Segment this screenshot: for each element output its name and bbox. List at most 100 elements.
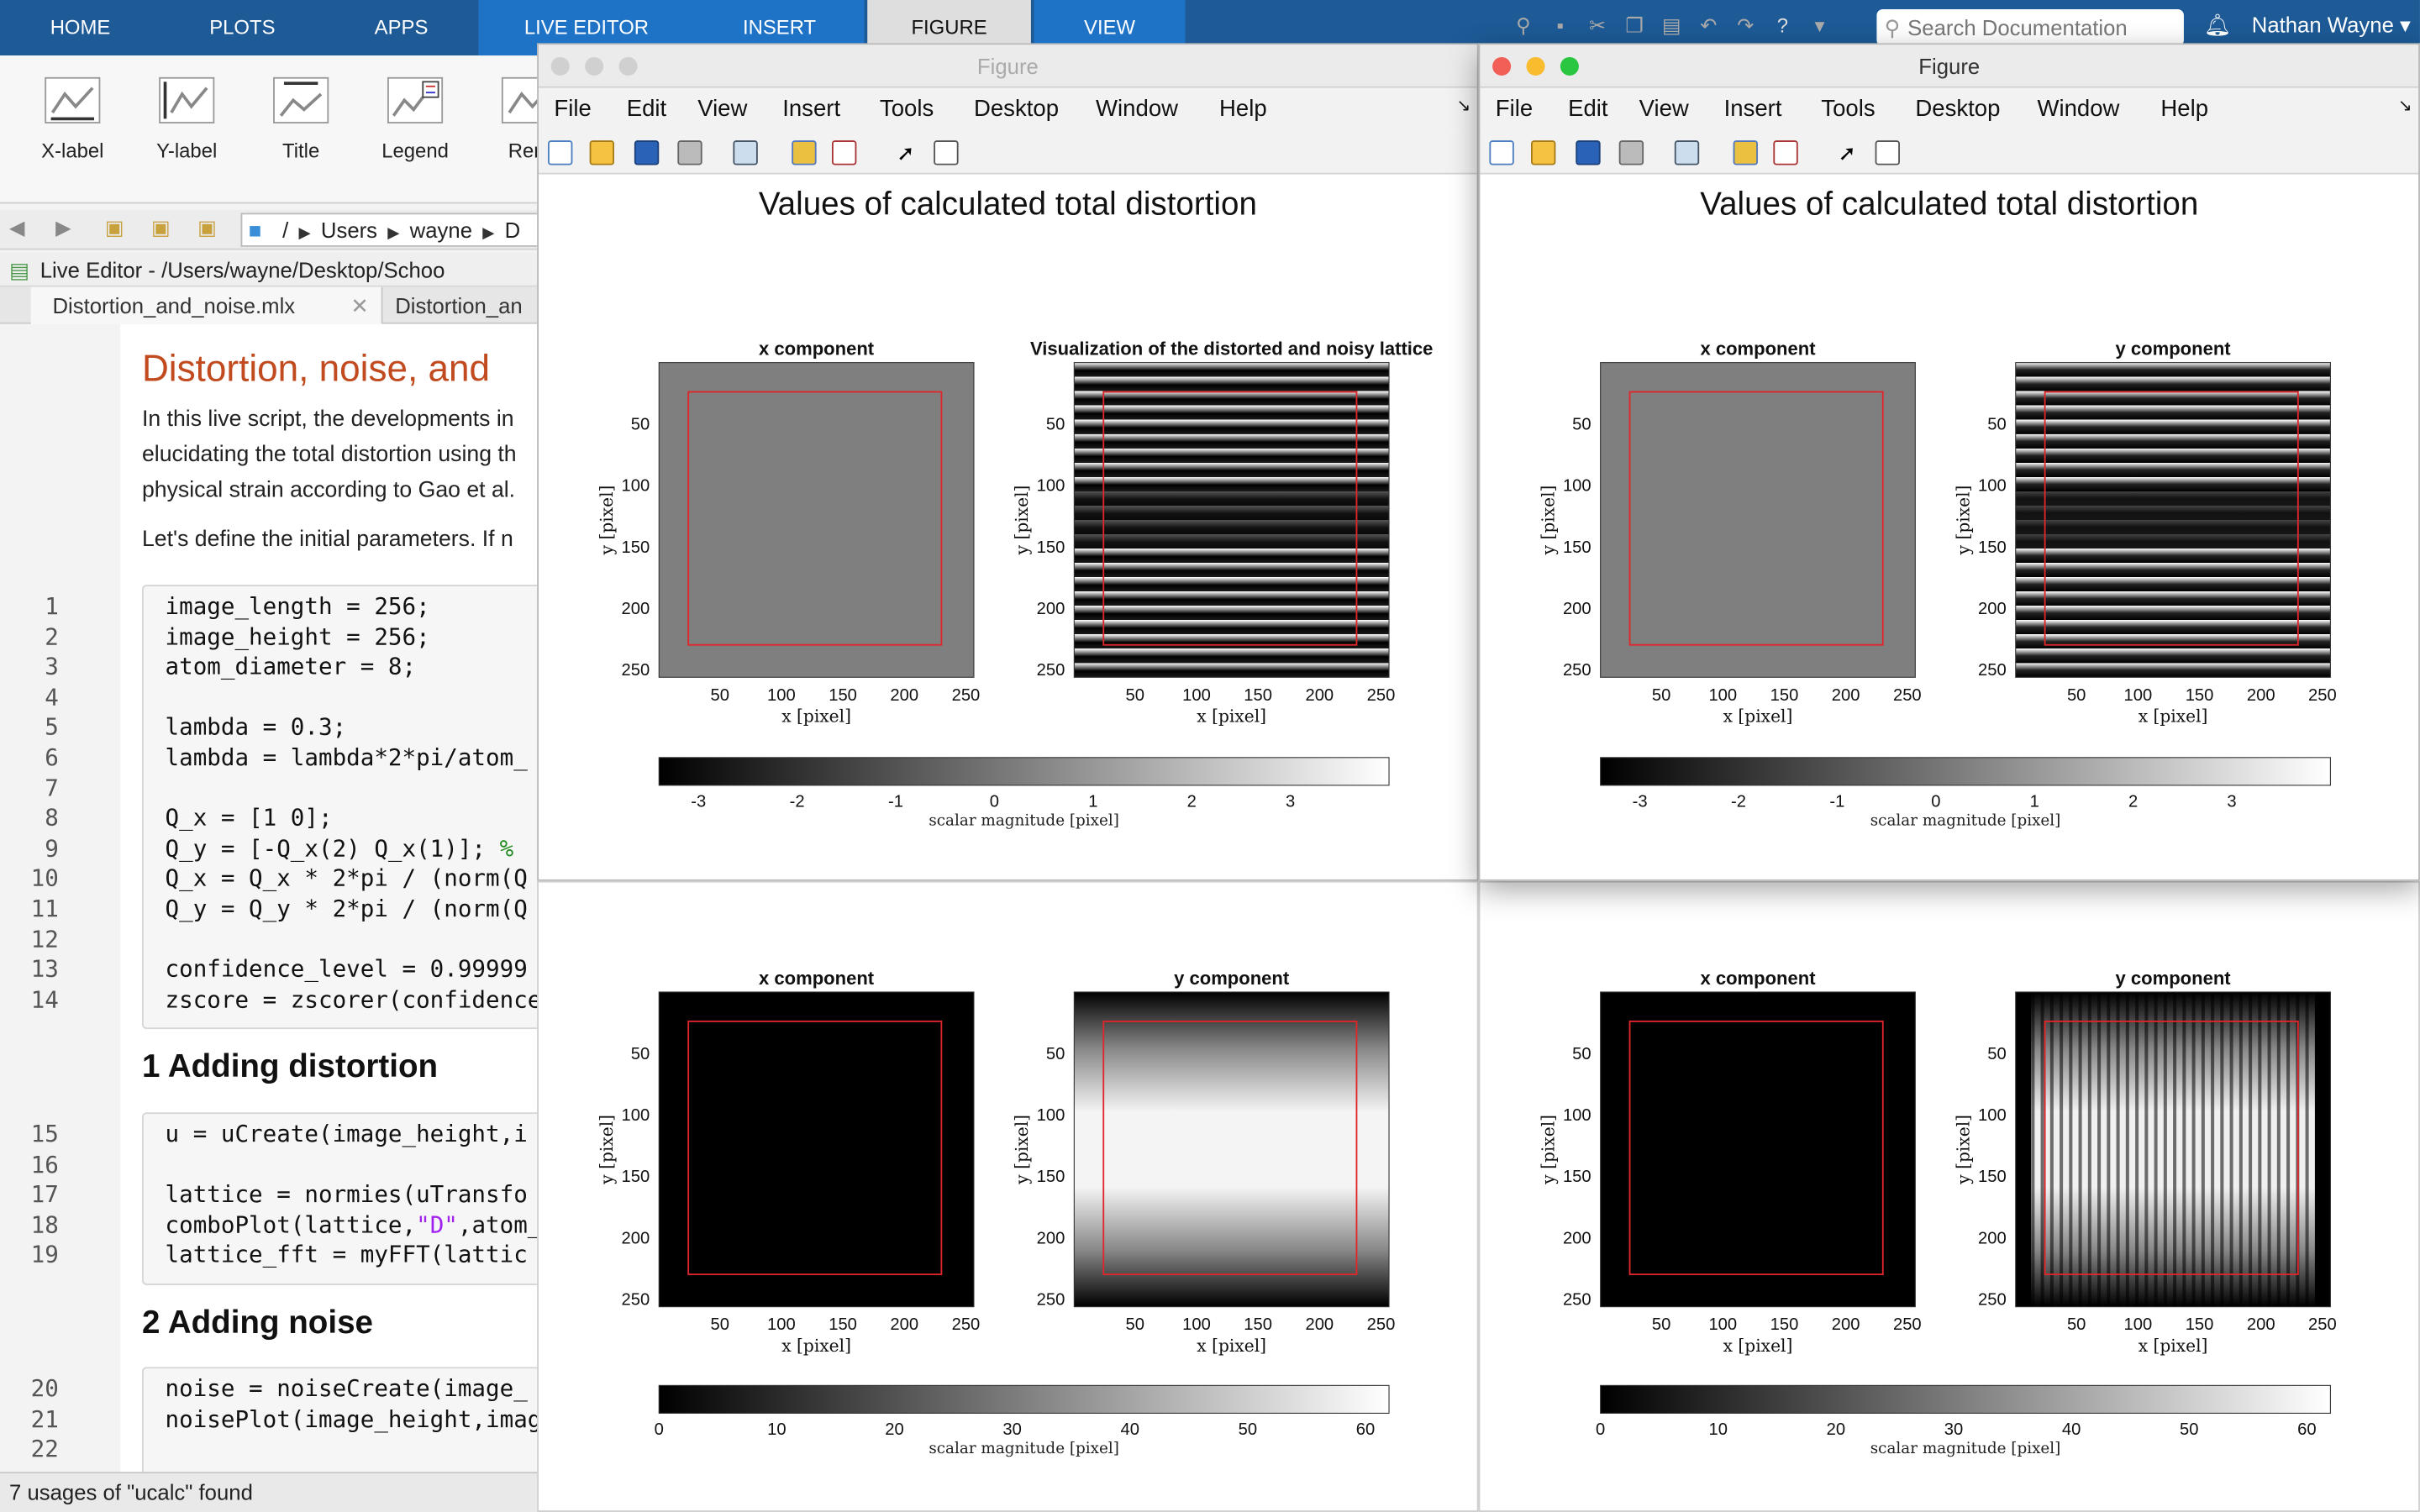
close-icon[interactable]: ✕ xyxy=(350,292,369,318)
forward-arrow-icon[interactable]: ▶ xyxy=(55,216,71,239)
open-file-icon[interactable] xyxy=(1531,140,1556,165)
path-d[interactable]: D xyxy=(504,217,521,243)
ylabel-button[interactable]: Y-label xyxy=(139,71,234,162)
zoom-window-icon[interactable] xyxy=(1560,56,1579,76)
figure-canvas[interactable]: x component5050100100150150200200250250x… xyxy=(1480,883,2418,1511)
up-folder-icon[interactable]: ▣ xyxy=(104,216,124,239)
menu-window[interactable]: Window xyxy=(2037,95,2120,123)
intro-paragraph-line[interactable]: In this live script, the developments in xyxy=(141,407,514,433)
path-wayne[interactable]: wayne xyxy=(409,217,473,243)
close-window-icon[interactable] xyxy=(1492,56,1512,76)
search-documentation-input[interactable]: ⚲ Search Documentation xyxy=(1876,9,2184,47)
file-tab-active[interactable]: Distortion_and_noise.mlx ✕ xyxy=(30,286,383,324)
intro-paragraph-line[interactable]: elucidating the total distortion using t… xyxy=(141,443,517,468)
code-line[interactable]: u = uCreate(image_height,i xyxy=(165,1120,528,1148)
colorbar-icon[interactable] xyxy=(792,140,817,165)
property-editor-icon[interactable] xyxy=(934,140,959,165)
dock-arrow-icon[interactable]: ↘ xyxy=(2397,97,2412,116)
copy-icon[interactable]: ❐ xyxy=(1625,13,1644,38)
code-line[interactable]: Q_x = Q_x * 2*pi / (norm(Q xyxy=(165,864,528,893)
open-file-icon[interactable] xyxy=(589,140,615,165)
browse-folder-icon[interactable]: ▣ xyxy=(150,216,171,239)
figure-window-lower-2[interactable]: x component 50 50 100 100 150 150 200 200 250 250 x… xyxy=(1478,880,2420,1512)
legend-button[interactable]: Legend xyxy=(367,71,463,162)
code-line[interactable]: Q_x = [1 0]; xyxy=(165,804,333,832)
tab-home[interactable]: HOME xyxy=(50,15,111,39)
menu-help[interactable]: Help xyxy=(2160,95,2209,123)
user-menu[interactable]: Nathan Wayne ▾ xyxy=(2251,12,2411,38)
path-input[interactable]: ■ / ▶ Users ▶ wayne ▶ D xyxy=(240,213,550,247)
file-tab-2[interactable]: Distortion_an xyxy=(383,287,553,324)
code-block-distortion[interactable] xyxy=(141,1112,559,1285)
code-line[interactable]: lambda = 0.3; xyxy=(165,713,347,742)
figure-window-lower-1[interactable]: x component 50 50 100 100 150 150 200 200 250 250 x… xyxy=(537,880,1479,1512)
legend-icon[interactable] xyxy=(831,140,857,165)
figure-canvas[interactable]: Values of calculated total distortion x c… xyxy=(539,175,1477,881)
redo-icon[interactable]: ↷ xyxy=(1737,13,1754,38)
save-icon[interactable] xyxy=(634,140,660,165)
title-button[interactable]: Title xyxy=(253,71,349,162)
pointer-icon[interactable]: ➚ xyxy=(1838,140,1857,165)
intro-paragraph-2[interactable]: Let's define the initial parameters. If … xyxy=(141,528,513,553)
code-line[interactable]: noise = noiseCreate(image_ xyxy=(165,1374,528,1403)
paste-icon[interactable]: ▤ xyxy=(1661,13,1681,38)
menu-tools[interactable]: Tools xyxy=(879,95,934,123)
code-line[interactable]: comboPlot(lattice,"D",atom_ xyxy=(165,1210,542,1239)
live-editor-content[interactable]: Distortion, noise, and In this live scrip… xyxy=(0,323,559,1480)
save-icon[interactable]: ▪ xyxy=(1556,13,1565,38)
figure-title-bar[interactable]: Figure xyxy=(1480,45,2419,88)
link-plot-icon[interactable] xyxy=(1674,140,1700,165)
find-folder-icon[interactable]: ▣ xyxy=(197,216,217,239)
code-line[interactable]: image_length = 256; xyxy=(165,592,430,621)
xlabel-button[interactable]: X-label xyxy=(24,71,120,162)
menu-file[interactable]: File xyxy=(554,95,592,123)
code-line[interactable]: image_height = 256; xyxy=(165,622,430,651)
code-line[interactable]: lattice_fft = myFFT(lattic xyxy=(165,1241,528,1269)
menu-insert[interactable]: Insert xyxy=(782,95,841,123)
minimize-window-icon[interactable] xyxy=(585,56,604,76)
menu-help[interactable]: Help xyxy=(1218,95,1267,123)
menu-desktop[interactable]: Desktop xyxy=(1915,95,2001,123)
code-line[interactable]: Q_y = Q_y * 2*pi / (norm(Q xyxy=(165,895,528,923)
code-block-noise[interactable] xyxy=(141,1367,559,1480)
code-line[interactable]: atom_diameter = 8; xyxy=(165,653,417,681)
chevron-down-icon[interactable]: ▾ xyxy=(1814,13,1825,38)
path-users[interactable]: Users xyxy=(320,217,378,243)
figure-window-2[interactable]: Figure File Edit View Insert Tools Desktop Wind… xyxy=(1478,43,2420,881)
menu-tools[interactable]: Tools xyxy=(1821,95,1876,123)
section-heading-distortion[interactable]: 1 Adding distortion xyxy=(141,1048,439,1085)
figure-canvas[interactable]: x component5050100100150150200200250250x… xyxy=(539,883,1477,1511)
save-icon[interactable] xyxy=(1576,140,1601,165)
minimize-window-icon[interactable] xyxy=(1526,56,1545,76)
print-icon[interactable] xyxy=(677,140,702,165)
code-line[interactable]: lambda = lambda*2*pi/atom_ xyxy=(165,743,528,772)
figure-canvas[interactable]: Values of calculated total distortion x c… xyxy=(1480,175,2418,881)
script-title[interactable]: Distortion, noise, and xyxy=(141,349,491,391)
menu-view[interactable]: View xyxy=(1639,95,1689,123)
menu-insert[interactable]: Insert xyxy=(1723,95,1782,123)
dock-arrow-icon[interactable]: ↘ xyxy=(1456,97,1471,116)
pointer-icon[interactable]: ➚ xyxy=(897,140,915,165)
tab-apps[interactable]: APPS xyxy=(374,15,429,39)
search-icon[interactable]: ⚲ xyxy=(1516,13,1531,38)
code-line[interactable]: lattice = normies(uTransfo xyxy=(165,1180,528,1209)
property-editor-icon[interactable] xyxy=(1875,140,1900,165)
help-icon[interactable]: ? xyxy=(1776,13,1789,38)
zoom-window-icon[interactable] xyxy=(618,56,638,76)
cut-icon[interactable]: ✂ xyxy=(1588,13,1607,38)
figure-window-1[interactable]: Figure File Edit View Insert Tools Desktop Wind… xyxy=(537,43,1479,881)
new-figure-icon[interactable] xyxy=(1489,140,1514,165)
intro-paragraph-line[interactable]: physical strain according to Gao et al. xyxy=(141,478,516,503)
menu-view[interactable]: View xyxy=(697,95,748,123)
new-figure-icon[interactable] xyxy=(548,140,573,165)
close-window-icon[interactable] xyxy=(550,56,570,76)
menu-window[interactable]: Window xyxy=(1096,95,1179,123)
legend-icon[interactable] xyxy=(1773,140,1798,165)
bell-icon[interactable]: 🔔︎ xyxy=(2203,12,2232,38)
print-icon[interactable] xyxy=(1618,140,1644,165)
code-line[interactable]: zscore = zscorer(confidence xyxy=(165,985,542,1014)
menu-desktop[interactable]: Desktop xyxy=(973,95,1060,123)
back-arrow-icon[interactable]: ◀ xyxy=(9,216,25,239)
link-plot-icon[interactable] xyxy=(733,140,758,165)
menu-edit[interactable]: Edit xyxy=(626,95,667,123)
